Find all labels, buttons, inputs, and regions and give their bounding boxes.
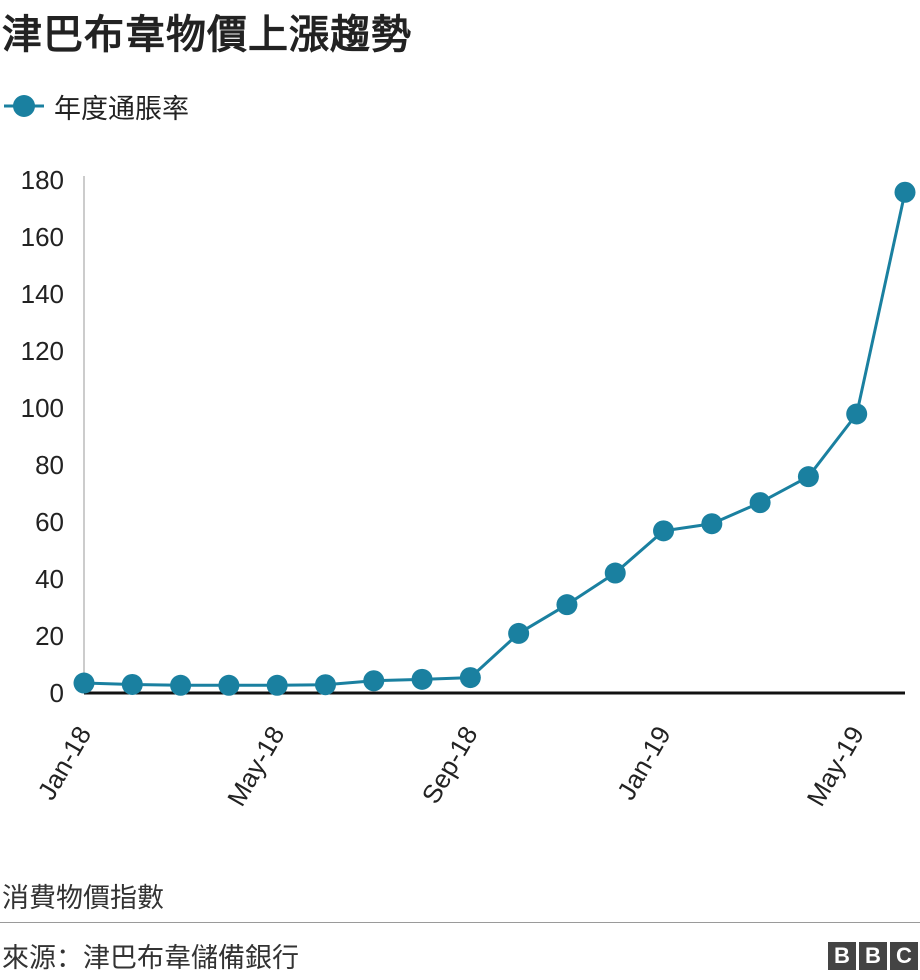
y-tick-label: 60	[35, 507, 64, 537]
logo-letter: B	[859, 942, 887, 970]
data-point	[749, 492, 771, 514]
legend-marker-icon	[4, 95, 44, 117]
legend-label: 年度通脹率	[54, 93, 189, 125]
data-point	[653, 520, 675, 542]
data-point	[266, 674, 288, 696]
chart-note: 消費物價指數	[2, 883, 164, 914]
data-point	[314, 674, 336, 696]
x-tick-label: Sep-18	[416, 721, 484, 809]
bbc-logo: B B C	[828, 942, 918, 970]
data-point	[218, 674, 240, 696]
x-tick-label: May-19	[801, 721, 870, 811]
line-chart: 0 20 40 60 80 100 120 140 160 180 Jan-18 May-18 Sep-…	[21, 165, 916, 811]
data-point	[459, 667, 481, 689]
legend: 年度通脹率	[4, 84, 189, 128]
source-text: 來源：津巴布韋儲備銀行	[2, 943, 299, 974]
data-point	[363, 670, 385, 692]
data-point	[701, 513, 723, 535]
y-tick-label: 160	[21, 222, 64, 252]
data-point	[121, 673, 143, 695]
data-point	[894, 181, 916, 203]
data-point	[556, 594, 578, 616]
logo-letter: C	[890, 942, 918, 970]
data-point	[411, 668, 433, 690]
x-tick-label: May-18	[221, 721, 290, 811]
data-point	[797, 466, 819, 488]
x-tick-label: Jan-19	[611, 721, 677, 805]
data-point	[846, 403, 868, 425]
data-point	[73, 672, 95, 694]
y-tick-label: 0	[50, 678, 64, 708]
y-tick-label: 120	[21, 336, 64, 366]
chart-title: 津巴布韋物價上漲趨勢	[2, 12, 412, 58]
series-line	[83, 191, 907, 687]
data-point	[508, 622, 530, 644]
y-tick-label: 40	[35, 564, 64, 594]
footer-divider	[0, 922, 920, 923]
y-tick-label: 140	[21, 279, 64, 309]
x-tick-label: Jan-18	[31, 721, 97, 805]
y-tick-label: 20	[35, 621, 64, 651]
y-tick-label: 100	[21, 393, 64, 423]
data-point	[604, 562, 626, 584]
y-tick-label: 180	[21, 165, 64, 195]
y-tick-label: 80	[35, 450, 64, 480]
data-point	[170, 674, 192, 696]
logo-letter: B	[828, 942, 856, 970]
